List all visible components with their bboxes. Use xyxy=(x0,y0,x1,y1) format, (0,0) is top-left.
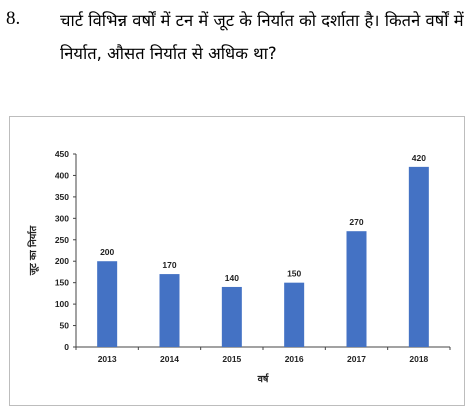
y-tick-label: 150 xyxy=(55,278,69,288)
x-tick-label-2018: 2018 xyxy=(409,354,428,364)
y-axis: 0 50 100 150 200 250 300 350 400 450 xyxy=(55,149,77,352)
y-tick-label: 250 xyxy=(55,235,69,245)
data-label-2016: 150 xyxy=(287,269,301,279)
bar-chart: 0 50 100 150 200 250 300 350 400 450 2013 2014 2015… xyxy=(27,149,451,385)
data-label-2014: 170 xyxy=(162,260,176,270)
bar-2018 xyxy=(408,166,429,347)
bar-2014 xyxy=(159,274,180,347)
data-label-2015: 140 xyxy=(225,273,239,283)
bar-2017 xyxy=(346,231,367,347)
y-tick-label: 400 xyxy=(55,170,69,180)
data-label-2017: 270 xyxy=(349,217,363,227)
y-tick-label: 300 xyxy=(55,213,69,223)
question-number: 8. xyxy=(6,8,21,29)
y-tick-label: 50 xyxy=(60,321,70,331)
chart-frame: 0 50 100 150 200 250 300 350 400 450 2013 2014 2015… xyxy=(9,116,465,406)
x-tick-label-2014: 2014 xyxy=(160,354,179,364)
bar-2015 xyxy=(221,286,242,347)
data-label-2013: 200 xyxy=(100,247,114,257)
x-axis-title: वर्ष xyxy=(257,373,270,385)
data-labels: 200 170 140 150 270 420 xyxy=(100,153,426,283)
question-block: 8. चार्ट विभिन्न वर्षों में टन में जूट क… xyxy=(0,0,472,105)
x-axis: 2013 2014 2015 2016 2017 2018 xyxy=(75,346,451,364)
x-tick-label-2016: 2016 xyxy=(285,354,304,364)
question-text: चार्ट विभिन्न वर्षों में टन में जूट के न… xyxy=(60,11,464,63)
x-tick-label-2013: 2013 xyxy=(98,354,117,364)
y-axis-title: जूट का निर्यात xyxy=(27,225,39,276)
y-tick-label: 450 xyxy=(55,149,69,159)
x-tick-label-2017: 2017 xyxy=(347,354,366,364)
y-tick-label: 350 xyxy=(55,192,69,202)
bar-2016 xyxy=(284,282,305,347)
bars xyxy=(97,166,429,347)
y-tick-label: 200 xyxy=(55,256,69,266)
x-tick-label-2015: 2015 xyxy=(222,354,241,364)
y-tick-label: 0 xyxy=(64,342,69,352)
bar-2013 xyxy=(97,261,118,347)
y-tick-label: 100 xyxy=(55,299,69,309)
data-label-2018: 420 xyxy=(412,153,426,163)
